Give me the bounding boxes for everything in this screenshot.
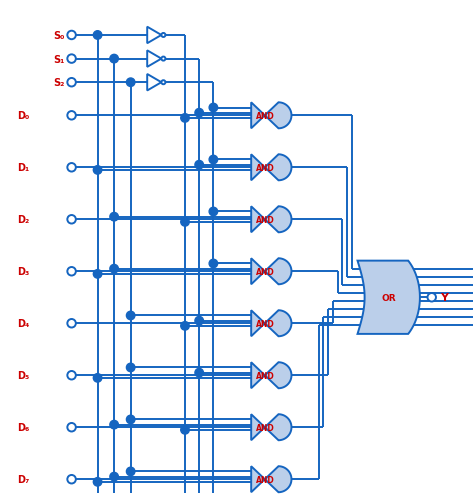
Polygon shape — [251, 311, 292, 337]
Circle shape — [161, 34, 165, 38]
Circle shape — [161, 58, 165, 62]
Circle shape — [127, 467, 135, 476]
Polygon shape — [251, 466, 292, 492]
Text: D₄: D₄ — [17, 319, 29, 329]
Circle shape — [181, 322, 189, 331]
Circle shape — [209, 208, 218, 216]
Text: S₂: S₂ — [53, 78, 64, 88]
Polygon shape — [251, 103, 292, 129]
Text: AND: AND — [255, 163, 274, 172]
Text: D₂: D₂ — [17, 215, 29, 225]
Circle shape — [67, 112, 76, 120]
Circle shape — [127, 415, 135, 424]
Circle shape — [209, 104, 218, 113]
Polygon shape — [147, 75, 161, 91]
Circle shape — [195, 161, 203, 170]
Circle shape — [181, 426, 189, 434]
Circle shape — [195, 109, 203, 118]
Text: D₅: D₅ — [17, 371, 29, 380]
Polygon shape — [251, 363, 292, 388]
Circle shape — [67, 55, 76, 64]
Circle shape — [67, 32, 76, 40]
Circle shape — [428, 294, 436, 302]
Circle shape — [67, 215, 76, 224]
Circle shape — [93, 166, 102, 175]
Circle shape — [195, 317, 203, 325]
Circle shape — [181, 218, 189, 226]
Polygon shape — [251, 259, 292, 285]
Text: D₁: D₁ — [17, 163, 29, 173]
Circle shape — [127, 363, 135, 372]
Polygon shape — [251, 155, 292, 181]
Text: AND: AND — [255, 423, 274, 432]
Circle shape — [161, 81, 165, 85]
Circle shape — [67, 79, 76, 87]
Text: OR: OR — [382, 293, 396, 302]
Polygon shape — [251, 207, 292, 233]
Circle shape — [127, 79, 135, 87]
Circle shape — [67, 423, 76, 432]
Text: AND: AND — [255, 112, 274, 121]
Text: AND: AND — [255, 215, 274, 224]
Circle shape — [67, 319, 76, 328]
Circle shape — [93, 32, 102, 40]
Polygon shape — [147, 51, 161, 68]
Polygon shape — [251, 414, 292, 440]
Circle shape — [93, 477, 102, 486]
Text: D₀: D₀ — [17, 111, 29, 121]
Text: S₀: S₀ — [53, 31, 64, 41]
Circle shape — [195, 369, 203, 377]
Circle shape — [110, 420, 118, 429]
Polygon shape — [147, 28, 161, 44]
Circle shape — [110, 213, 118, 221]
Text: AND: AND — [255, 475, 274, 484]
Polygon shape — [357, 261, 420, 334]
Circle shape — [67, 268, 76, 276]
Text: D₆: D₆ — [17, 422, 29, 432]
Circle shape — [67, 164, 76, 172]
Text: D₇: D₇ — [17, 474, 29, 484]
Text: AND: AND — [255, 267, 274, 276]
Circle shape — [209, 156, 218, 164]
Circle shape — [181, 114, 189, 123]
Text: D₃: D₃ — [17, 267, 29, 277]
Circle shape — [67, 475, 76, 483]
Circle shape — [110, 265, 118, 274]
Circle shape — [67, 371, 76, 380]
Circle shape — [93, 270, 102, 279]
Circle shape — [209, 260, 218, 268]
Circle shape — [127, 312, 135, 320]
Text: S₁: S₁ — [53, 55, 64, 65]
Circle shape — [110, 55, 118, 64]
Text: AND: AND — [255, 371, 274, 380]
Circle shape — [93, 374, 102, 382]
Circle shape — [110, 472, 118, 481]
Text: Y: Y — [440, 293, 448, 303]
Text: AND: AND — [255, 319, 274, 328]
